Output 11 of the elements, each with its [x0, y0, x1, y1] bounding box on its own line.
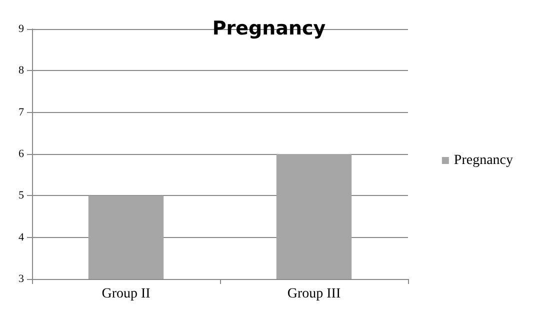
y-tick-label: 5: [18, 190, 24, 202]
x-tick-label: Group II: [102, 286, 151, 302]
chart-title: Pregnancy: [212, 18, 326, 40]
y-tick-label: 9: [18, 23, 24, 35]
legend-label: Pregnancy: [454, 153, 514, 168]
y-tick-label: 4: [18, 231, 24, 244]
x-tick-label: Group III: [287, 286, 341, 302]
y-tick-label: 7: [18, 106, 24, 118]
y-tick-label: 8: [18, 64, 24, 77]
y-tick-label: 6: [18, 148, 24, 160]
y-tick-label: 3: [18, 273, 24, 285]
